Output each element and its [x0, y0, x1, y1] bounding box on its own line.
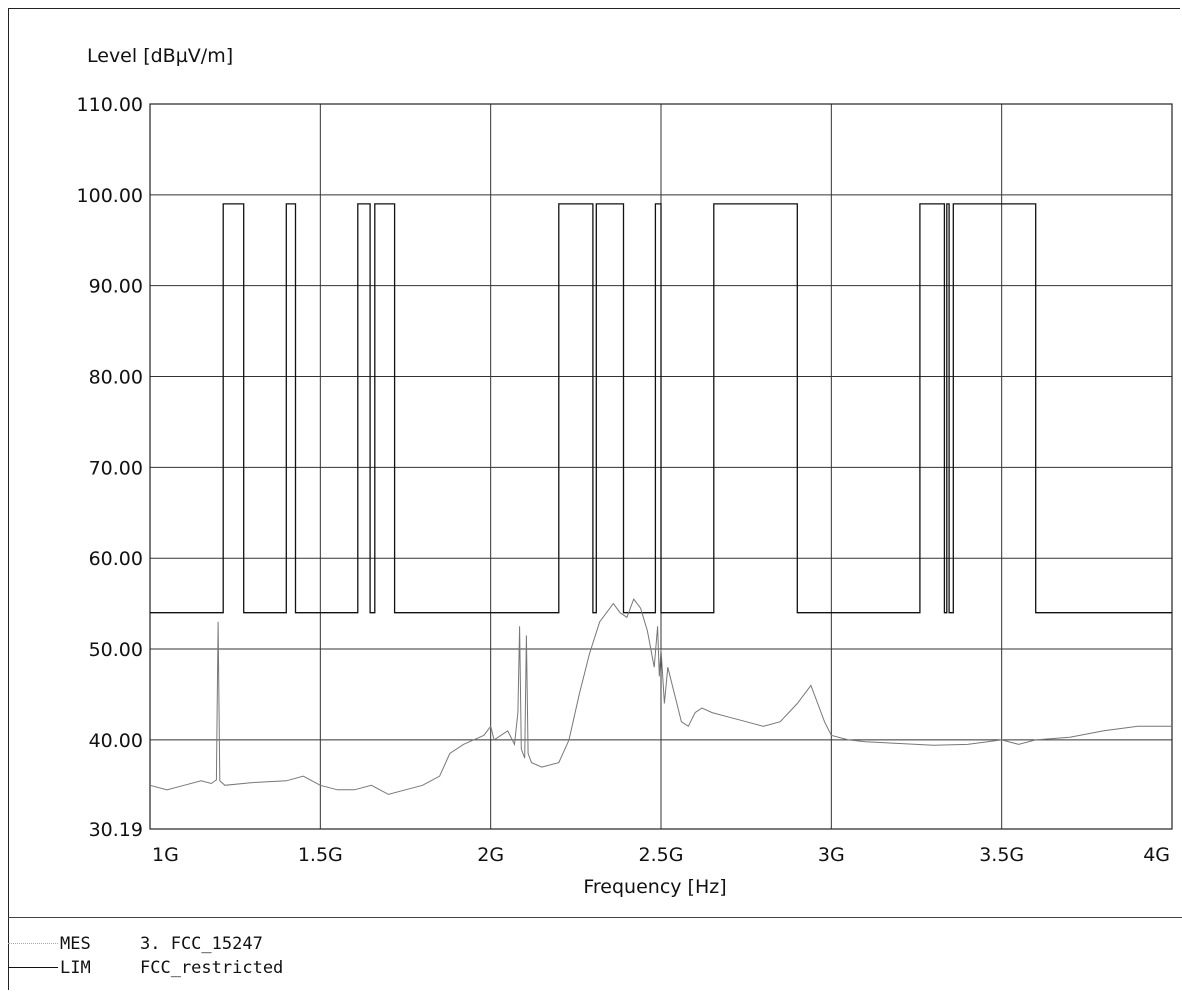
y-tick-label: 90.00	[89, 276, 143, 298]
x-tick-label: 4G	[1143, 844, 1170, 866]
chart-frame	[8, 8, 1180, 990]
tick-labels: 1G 1.5G 2G 2.5G 3G 3.5G 4G 110.00 100.00 90.00 80.…	[77, 94, 1170, 866]
x-tick-label: 3.5G	[979, 844, 1024, 866]
series-layer	[149, 203, 1172, 795]
measurement-trace-fcc-15247	[149, 598, 1172, 795]
legend-swatch-lim	[8, 966, 58, 968]
y-tick-label: 50.00	[89, 639, 143, 661]
legend-kind: LIM	[60, 958, 91, 978]
limit-line-fcc-restricted	[150, 203, 1172, 614]
x-axis-label: Frequency [Hz]	[583, 876, 727, 898]
legend-item-mes: MES 3. FCC_15247	[8, 932, 283, 956]
y-tick-label: 70.00	[89, 457, 143, 479]
legend-item-lim: LIM FCC_restricted	[8, 956, 283, 980]
y-tick-label: 80.00	[89, 367, 143, 389]
legend: MES 3. FCC_15247 LIM FCC_restricted	[8, 932, 283, 980]
x-tick-label: 2G	[477, 844, 504, 866]
x-tick-label: 2.5G	[639, 844, 684, 866]
y-axis-label: Level [dBµV/m]	[87, 45, 234, 67]
x-tick-label: 1G	[152, 844, 179, 866]
y-tick-label: 110.00	[77, 94, 143, 116]
legend-kind: MES	[60, 934, 91, 954]
legend-divider	[8, 917, 1182, 918]
y-tick-label: 100.00	[77, 185, 143, 207]
y-tick-label: 60.00	[89, 548, 143, 570]
legend-swatch-mes	[8, 942, 58, 944]
chart-svg: 1G 1.5G 2G 2.5G 3G 3.5G 4G 110.00 100.00 90.00 80.…	[77, 94, 1173, 866]
plot-border	[149, 103, 1173, 830]
legend-label: 3. FCC_15247	[140, 934, 263, 954]
legend-label: FCC_restricted	[140, 958, 284, 978]
x-tick-label: 3G	[818, 844, 845, 866]
y-tick-label: 30.19	[89, 819, 143, 841]
x-tick-label: 1.5G	[298, 844, 343, 866]
y-tick-label: 40.00	[89, 730, 143, 752]
